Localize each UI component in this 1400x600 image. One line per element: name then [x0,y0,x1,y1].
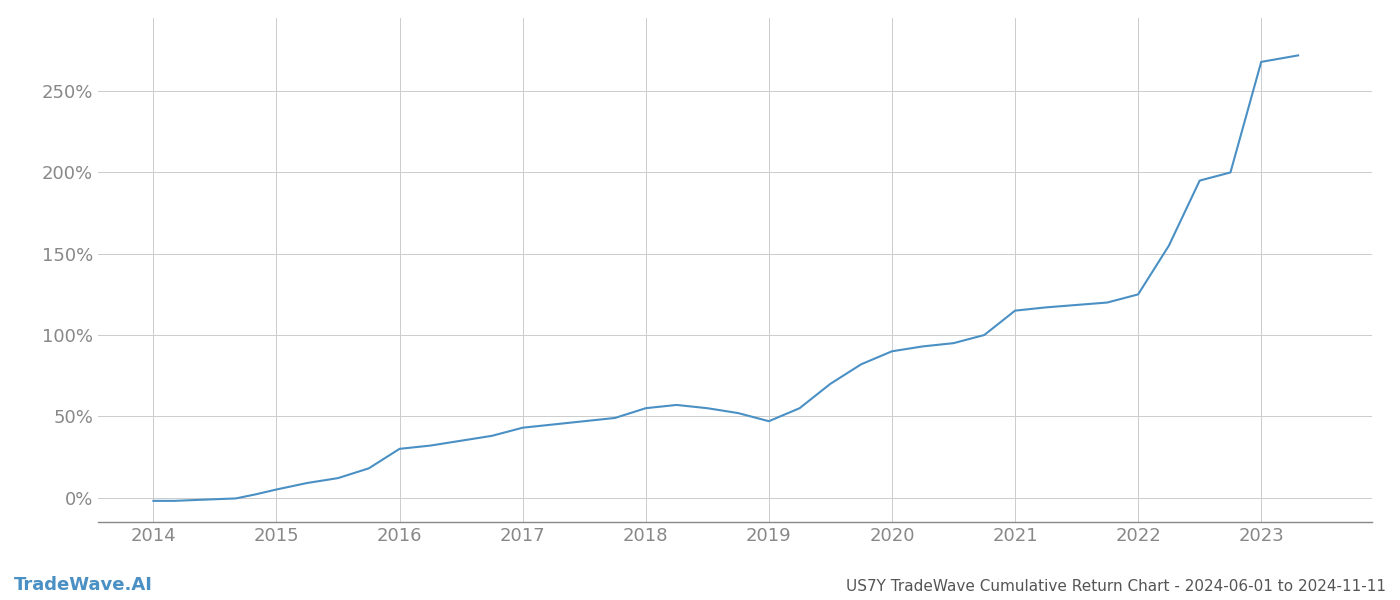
Text: TradeWave.AI: TradeWave.AI [14,576,153,594]
Text: US7Y TradeWave Cumulative Return Chart - 2024-06-01 to 2024-11-11: US7Y TradeWave Cumulative Return Chart -… [846,579,1386,594]
